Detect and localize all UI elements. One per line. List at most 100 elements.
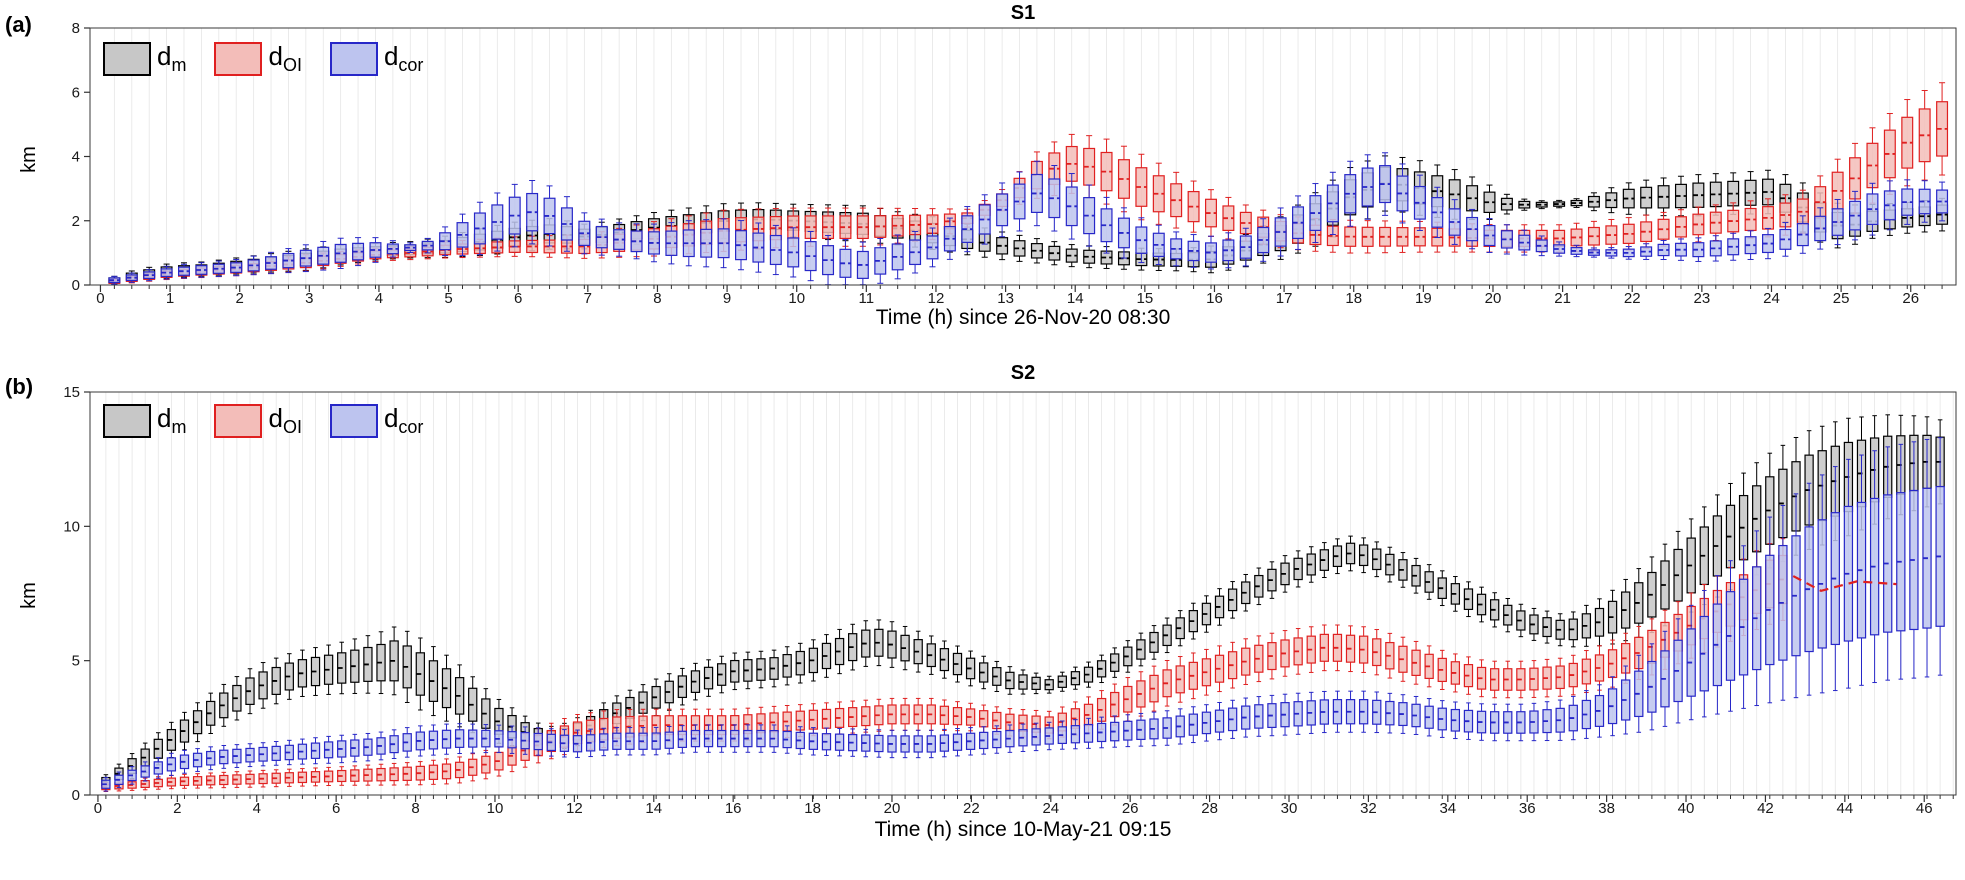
panel-a-y-tick-label: 0: [72, 277, 80, 294]
legend-label-main: d: [383, 403, 399, 434]
panel-b-x-tick-label: 38: [1598, 800, 1615, 817]
panel-a-x-tick-label: 23: [1694, 290, 1711, 307]
panel-b-extra-dashed-line: [1792, 575, 1897, 592]
legend-label-main: d: [268, 41, 283, 72]
panel-a-x-tick-label: 20: [1485, 290, 1502, 307]
panel-a-x-tick-label: 14: [1067, 290, 1084, 307]
panel-b-x-tick-label: 16: [725, 800, 742, 817]
panel-a-y-tick-label: 4: [72, 149, 80, 166]
panel-a-x-tick-label: 21: [1554, 290, 1571, 307]
panel-a-series-d_m: [108, 155, 1949, 285]
panel-b-x-tick-label: 44: [1836, 800, 1853, 817]
panel-b-x-tick-label: 34: [1439, 800, 1456, 817]
panel-a-x-tick-label: 9: [723, 290, 731, 307]
panel-a-x-tick-label: 0: [96, 290, 104, 307]
legend-swatch-dm: [103, 42, 151, 76]
panel-b-ticks: [84, 391, 1954, 802]
panel-b-legend: dm dOI dcor: [103, 404, 423, 438]
panel-b-x-tick-label: 24: [1042, 800, 1059, 817]
panel-a-x-tick-label: 17: [1276, 290, 1293, 307]
panel-a-y-tick-label: 8: [72, 20, 80, 37]
panel-a-x-tick-label: 12: [928, 290, 945, 307]
panel-a-x-tick-label: 8: [653, 290, 661, 307]
panel-b-x-tick-label: 40: [1678, 800, 1695, 817]
panel-b-x-tick-label: 10: [487, 800, 504, 817]
panel-b-letter: (b): [5, 374, 34, 399]
legend-label-sub: cor: [398, 55, 424, 76]
panel-b-x-tick-label: 32: [1360, 800, 1377, 817]
panel-a-x-tick-label: 16: [1206, 290, 1223, 307]
panel-a-y-tick-label: 6: [72, 84, 80, 101]
panel-a-letter: (a): [5, 12, 32, 37]
panel-b-y-tick-label: 0: [72, 787, 80, 804]
panel-a-y-tick-label: 2: [72, 213, 80, 230]
panel-a-series-d_cor: [108, 152, 1949, 286]
panel-a-x-tick-label: 26: [1902, 290, 1919, 307]
panel-b-x-tick-label: 0: [94, 800, 102, 817]
panel-b-x-tick-label: 6: [332, 800, 340, 817]
legend-label-doi: dOI: [268, 43, 301, 74]
panel-b-x-tick-label: 4: [253, 800, 261, 817]
panel-b-x-tick-label: 22: [963, 800, 980, 817]
panel-a-x-tick-label: 15: [1137, 290, 1154, 307]
panel-a-legend: dm dOI dcor: [103, 42, 423, 76]
panel-b-series-d_cor: [101, 437, 1945, 792]
legend-swatch-doi: [214, 404, 263, 438]
panel-a-series-d_OI: [108, 82, 1949, 286]
legend-label-dm: dm: [157, 405, 186, 436]
panel-b-x-tick-label: 46: [1916, 800, 1933, 817]
legend-label-main: d: [157, 41, 172, 72]
panel-b-x-tick-label: 20: [884, 800, 901, 817]
legend-label-sub: cor: [398, 417, 424, 438]
panel-b-xlabel: Time (h) since 10-May-21 09:15: [874, 818, 1172, 841]
legend-item-dcor: dcor: [329, 42, 423, 76]
panel-a-x-tick-label: 4: [375, 290, 383, 307]
legend-label-main: d: [383, 41, 399, 72]
legend-label-dcor: dcor: [384, 43, 423, 74]
legend-label-sub: OI: [282, 55, 302, 76]
panel-a-x-tick-label: 7: [584, 290, 592, 307]
legend-item-doi: dOI: [214, 404, 302, 438]
panel-a-ylabel: km: [17, 146, 40, 173]
panel-b-x-tick-label: 28: [1201, 800, 1218, 817]
panel-a-ticks: [84, 27, 1943, 292]
legend-item-dm: dm: [103, 42, 186, 76]
panel-a-x-tick-label: 2: [236, 290, 244, 307]
legend-label-sub: OI: [282, 417, 302, 438]
panel-a-xlabel: Time (h) since 26-Nov-20 08:30: [875, 306, 1171, 329]
panel-a-x-tick-label: 24: [1763, 290, 1780, 307]
legend-label-sub: m: [171, 417, 187, 438]
legend-label-main: d: [268, 403, 283, 434]
panel-b-y-tick-label: 5: [72, 653, 80, 670]
legend-label-sub: m: [171, 55, 187, 76]
panel-a-x-tick-label: 13: [997, 290, 1014, 307]
panel-b-x-tick-label: 18: [804, 800, 821, 817]
panel-b-y-tick-label: 15: [63, 384, 80, 401]
panel-a-x-tick-label: 22: [1624, 290, 1641, 307]
panel-a-x-tick-label: 3: [305, 290, 313, 307]
legend-label-doi: dOI: [268, 405, 301, 436]
panel-b-x-tick-label: 12: [566, 800, 583, 817]
panel-b-title: S2: [1010, 362, 1036, 384]
panel-a-title: S1: [1010, 2, 1036, 24]
legend-swatch-dcor: [329, 404, 378, 438]
legend-item-dcor: dcor: [329, 403, 424, 438]
legend-item-doi: dOI: [214, 42, 302, 76]
panel-b-x-tick-label: 42: [1757, 800, 1774, 817]
panel-b-x-tick-label: 2: [173, 800, 181, 817]
legend-item-dm: dm: [103, 404, 186, 438]
panel-b-x-tick-label: 8: [411, 800, 419, 817]
panel-b-x-tick-label: 26: [1122, 800, 1139, 817]
panel-b-ylabel: km: [17, 582, 40, 609]
legend-label-main: d: [157, 403, 172, 434]
panel-a-x-tick-label: 19: [1415, 290, 1432, 307]
panel-a-x-tick-label: 11: [859, 290, 875, 307]
panel-b-x-tick-label: 30: [1281, 800, 1298, 817]
legend-swatch-dm: [103, 404, 151, 438]
panel-a-x-tick-label: 25: [1833, 290, 1850, 307]
legend-swatch-doi: [214, 42, 263, 76]
panel-a-x-tick-label: 18: [1345, 290, 1362, 307]
panel-b-x-tick-label: 36: [1519, 800, 1536, 817]
panel-b-y-tick-label: 10: [63, 518, 80, 535]
